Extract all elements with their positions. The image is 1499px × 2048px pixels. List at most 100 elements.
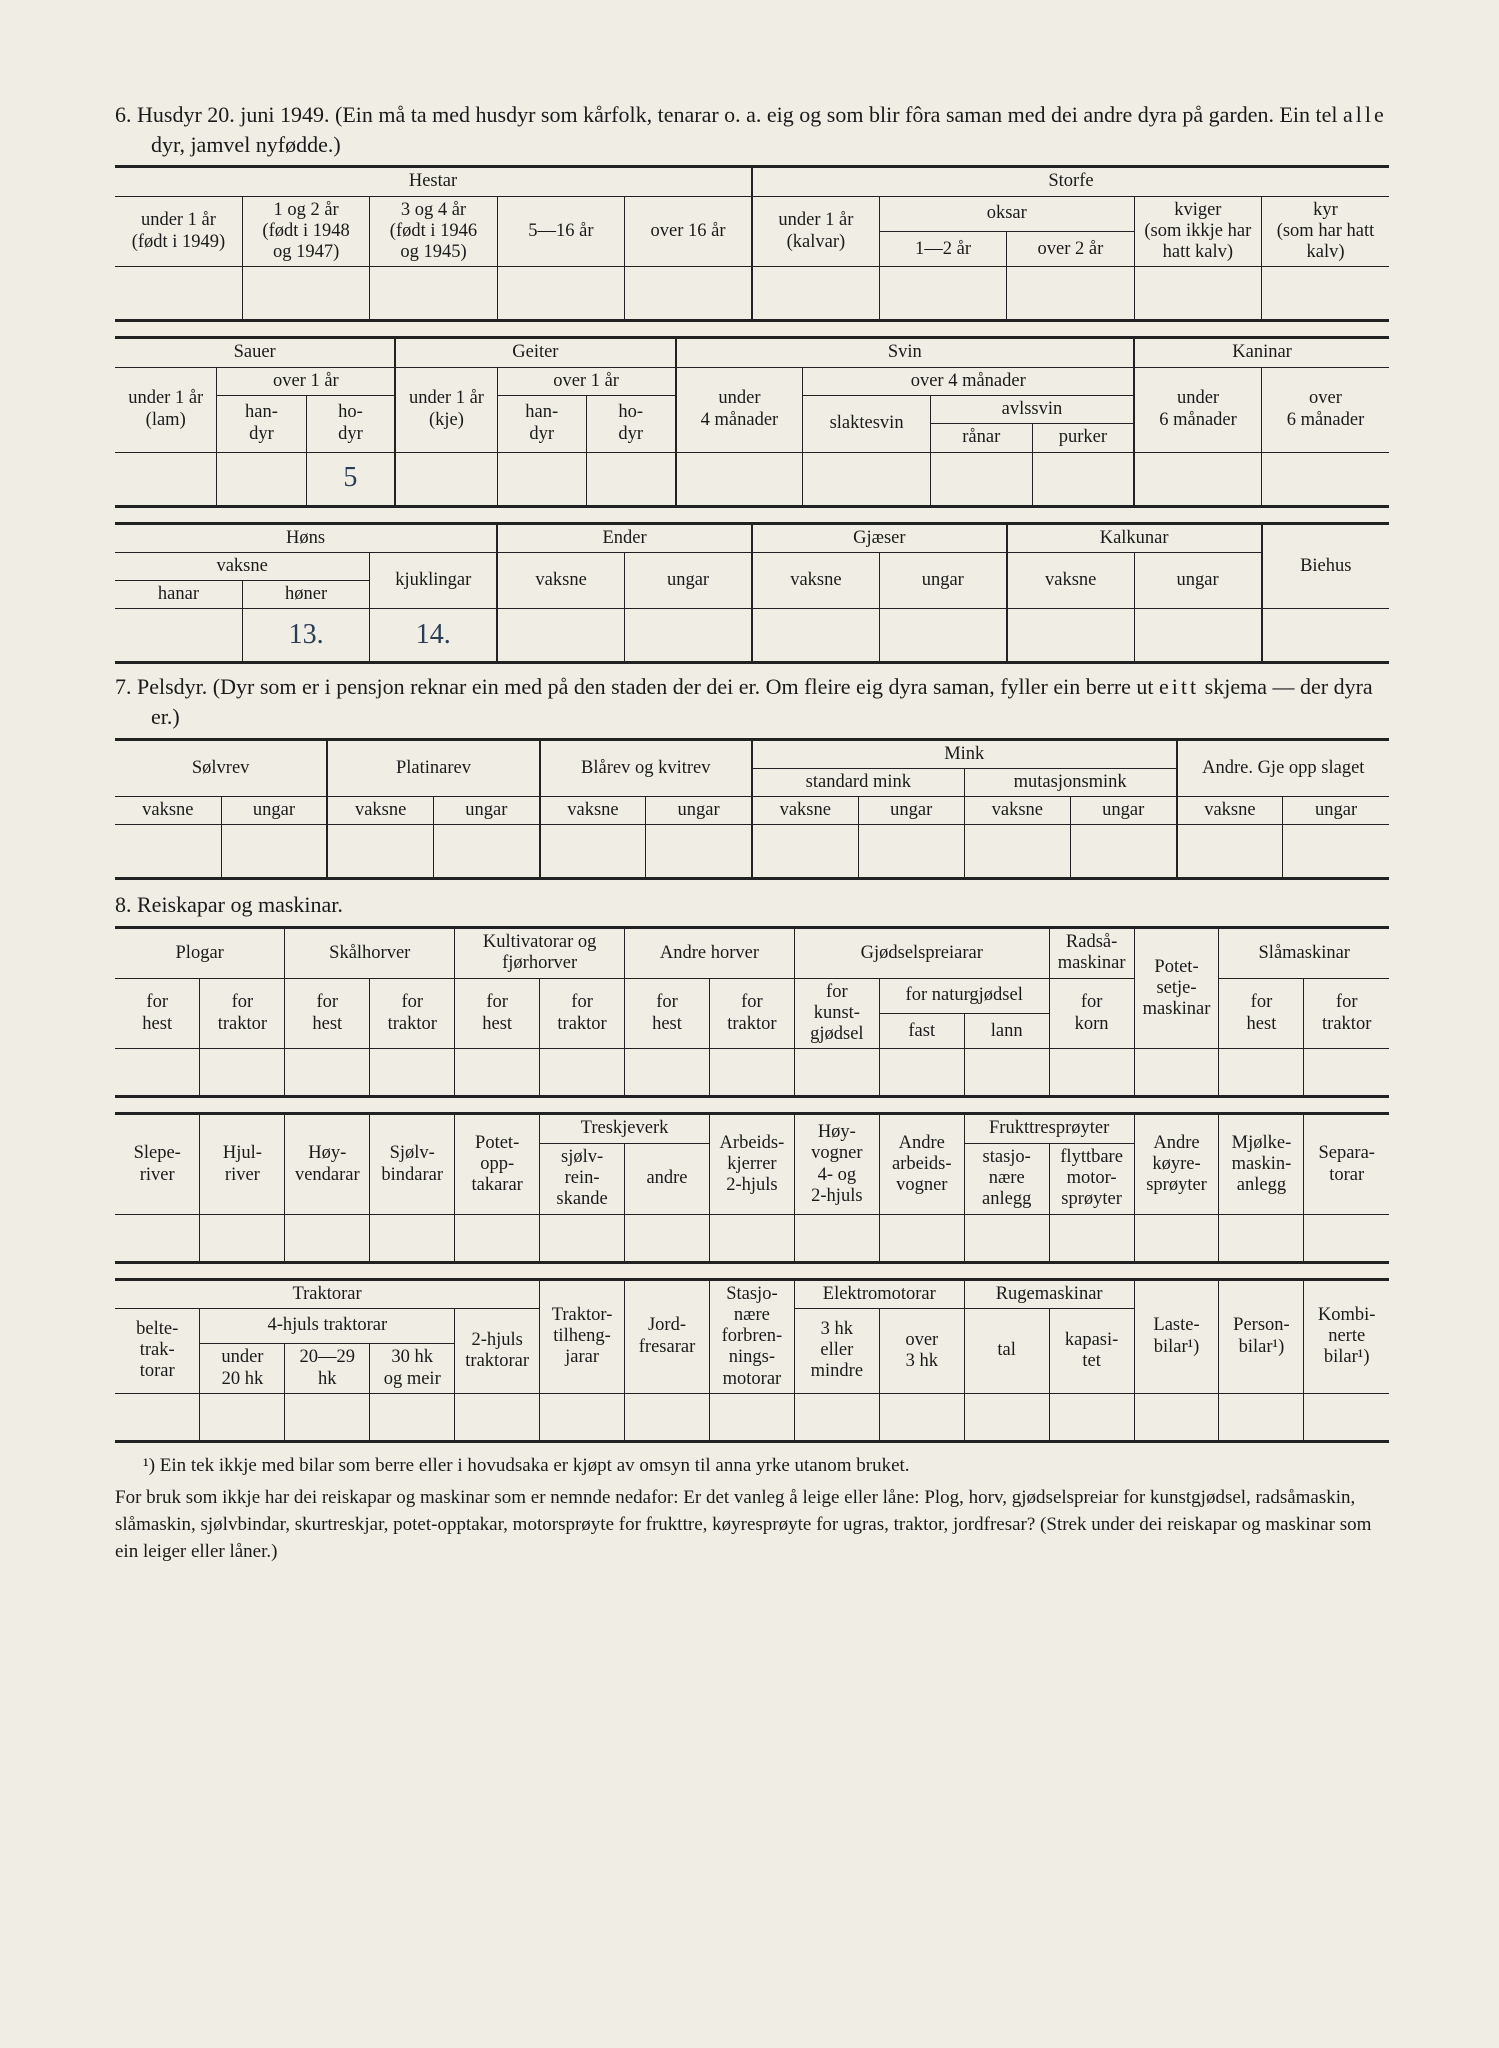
table-pelsdyr: Sølvrev Platinarev Blårev og kvitrev Min… <box>115 738 1389 881</box>
ra-hest-5: for hest <box>1219 978 1304 1049</box>
col-ender-ungar: ungar <box>625 552 752 609</box>
pd-ungar-1: ungar <box>221 797 327 825</box>
col-hest-5-16: 5—16 år <box>497 196 624 267</box>
col-oksar-over2: over 2 år <box>1007 232 1134 267</box>
col-gjeser-ungar: ungar <box>879 552 1006 609</box>
col-gjeser-vaksne: vaksne <box>752 552 879 609</box>
pd-ungar-3: ungar <box>646 797 752 825</box>
group-hestar: Hestar <box>115 167 752 196</box>
pd-vaksne-4: vaksne <box>752 797 858 825</box>
group-sauer: Sauer <box>115 338 395 367</box>
footnote-1: ¹) Ein tek ikkje med bilar som berre ell… <box>115 1453 1389 1480</box>
col-hjulriver: Hjul- river <box>200 1114 285 1214</box>
section-7-spaced: eitt <box>1159 674 1199 699</box>
census-form-page: 6. Husdyr 20. juni 1949. (Ein må ta med … <box>0 0 1499 2048</box>
col-potetopp: Potet- opp- takarar <box>455 1114 540 1214</box>
col-3hk: 3 hk eller mindre <box>794 1308 879 1393</box>
col-kan-o6: over 6 månader <box>1261 367 1389 452</box>
col-tresk-andre: andre <box>625 1143 710 1214</box>
col-frukt-stasjo: stasjo- nære anlegg <box>964 1143 1049 1214</box>
col-u20: under 20 hk <box>200 1344 285 1394</box>
ra-trak-1: for traktor <box>200 978 285 1049</box>
col-mink: Mink <box>752 739 1177 768</box>
section-7-heading: 7. Pelsdyr. (Dyr som er i pensjon reknar… <box>115 672 1389 731</box>
table-reiskapar-c: Traktorar Traktor- tilheng- jarar Jord- … <box>115 1278 1389 1443</box>
col-separatorar: Separa- torar <box>1304 1114 1389 1214</box>
col-hoyvogner: Høy- vogner 4- og 2-hjuls <box>794 1114 879 1214</box>
col-elektro: Elektromotorar <box>794 1279 964 1308</box>
col-30: 30 hk og meir <box>370 1344 455 1394</box>
col-lastebilar: Laste- bilar¹) <box>1134 1279 1219 1393</box>
col-hest-1-2: 1 og 2 år (født i 1948 og 1947) <box>242 196 369 267</box>
value-honer: 13. <box>242 609 369 663</box>
col-sau-o1: over 1 år <box>217 367 395 395</box>
ra-korn: for korn <box>1049 978 1134 1049</box>
footnote-block: ¹) Ein tek ikkje med bilar som berre ell… <box>115 1453 1389 1565</box>
col-kombi: Kombi- nerte bilar¹) <box>1304 1279 1389 1393</box>
col-2hjuls: 2-hjuls traktorar <box>455 1308 540 1393</box>
pd-ungar-4: ungar <box>858 797 964 825</box>
col-andre: Andre. Gje opp slaget <box>1177 739 1389 797</box>
section-6-text-b: dyr, jamvel nyfødde.) <box>151 132 341 157</box>
col-personbilar: Person- bilar¹) <box>1219 1279 1304 1393</box>
pd-vaksne-6: vaksne <box>1177 797 1283 825</box>
col-arbeidskjerrer: Arbeids- kjerrer 2-hjuls <box>709 1114 794 1214</box>
section-8-number: 8. <box>115 892 132 917</box>
footnote-paragraph: For bruk som ikkje har dei reiskapar og … <box>115 1485 1389 1565</box>
col-hest-u1: under 1 år (født i 1949) <box>115 196 242 267</box>
col-jordfres: Jord- fresarar <box>625 1279 710 1393</box>
col-kalk-vaksne: vaksne <box>1007 552 1134 609</box>
ra-hest-1: for hest <box>115 978 200 1049</box>
table-reiskapar-a: Plogar Skålhorver Kultivatorar og fjørho… <box>115 926 1389 1098</box>
col-avlssvin: avlssvin <box>930 395 1134 423</box>
col-sau-u1: under 1 år (lam) <box>115 367 217 452</box>
col-rugemask: Rugemaskinar <box>964 1279 1134 1308</box>
col-skalhorver: Skålhorver <box>285 928 455 979</box>
col-hons-vaksne: vaksne <box>115 552 370 580</box>
col-purker: purker <box>1032 424 1134 452</box>
col-traktorar: Traktorar <box>115 1279 540 1308</box>
col-sjolvbindarar: Sjølv- bindarar <box>370 1114 455 1214</box>
section-7-number: 7. <box>115 674 132 699</box>
col-plogar: Plogar <box>115 928 285 979</box>
col-slamaskinar: Slåmaskinar <box>1219 928 1389 979</box>
col-platinarev: Platinarev <box>327 739 539 797</box>
group-kaninar: Kaninar <box>1134 338 1389 367</box>
col-over3hk: over 3 hk <box>879 1308 964 1393</box>
table-hestar-storfe: Hestar Storfe under 1 år (født i 1949) 1… <box>115 165 1389 322</box>
col-kultivatorar: Kultivatorar og fjørhorver <box>455 928 625 979</box>
col-hest-3-4: 3 og 4 år (født i 1946 og 1945) <box>370 196 497 267</box>
group-geiter: Geiter <box>395 338 675 367</box>
col-frukttresproyter: Frukttresprøyter <box>964 1114 1134 1143</box>
col-kviger: kviger (som ikkje har hatt kalv) <box>1134 196 1261 267</box>
col-geit-ho: ho- dyr <box>586 395 675 452</box>
group-hons: Høns <box>115 523 497 552</box>
col-sleperiver: Slepe- river <box>115 1114 200 1214</box>
section-6-spaced: alle <box>1343 102 1387 127</box>
ra-hest-2: for hest <box>285 978 370 1049</box>
col-hest-over16: over 16 år <box>625 196 752 267</box>
pd-ungar-5: ungar <box>1070 797 1176 825</box>
col-svin-u4: under 4 månader <box>676 367 803 452</box>
ra-fast: fast <box>879 1014 964 1049</box>
col-mut-mink: mutasjonsmink <box>964 768 1176 796</box>
group-gjeser: Gjæser <box>752 523 1007 552</box>
ra-trak-4: for traktor <box>709 978 794 1049</box>
col-andre-horver: Andre horver <box>625 928 795 979</box>
ra-hest-3: for hest <box>455 978 540 1049</box>
section-6-heading: 6. Husdyr 20. juni 1949. (Ein må ta med … <box>115 100 1389 159</box>
group-ender: Ender <box>497 523 752 552</box>
col-kjuklingar: kjuklingar <box>370 552 497 609</box>
pd-vaksne-2: vaksne <box>327 797 433 825</box>
col-mjolke: Mjølke- maskin- anlegg <box>1219 1114 1304 1214</box>
col-geit-u1: under 1 år (kje) <box>395 367 497 452</box>
group-kalkunar: Kalkunar <box>1007 523 1262 552</box>
pd-vaksne-5: vaksne <box>964 797 1070 825</box>
col-geit-o1: over 1 år <box>497 367 675 395</box>
col-kyr: kyr (som har hatt kalv) <box>1262 196 1389 267</box>
col-kan-u6: under 6 månader <box>1134 367 1261 452</box>
col-sjolvrein: sjølv- rein- skande <box>540 1143 625 1214</box>
section-6-number: 6. <box>115 102 132 127</box>
col-biehus: Biehus <box>1262 523 1389 609</box>
col-svin-o4: over 4 månader <box>803 367 1134 395</box>
